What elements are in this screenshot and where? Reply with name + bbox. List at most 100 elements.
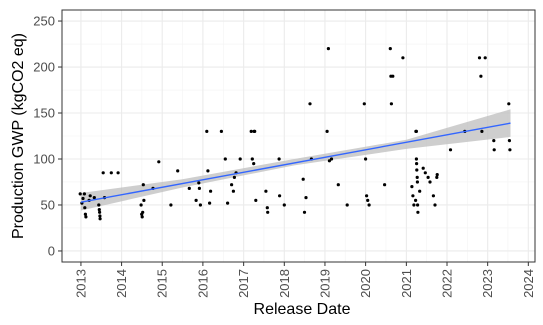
data-point bbox=[169, 203, 173, 207]
data-point bbox=[415, 180, 419, 184]
data-point bbox=[477, 56, 482, 60]
data-point bbox=[415, 168, 419, 172]
x-tick-label: 2024 bbox=[521, 269, 536, 298]
data-point bbox=[97, 203, 101, 207]
data-point bbox=[508, 148, 512, 152]
y-axis-label: Production GWP (kgCO2 eq) bbox=[10, 33, 27, 239]
data-point bbox=[277, 157, 281, 161]
data-point bbox=[507, 139, 511, 143]
x-tick-label: 2015 bbox=[155, 269, 170, 298]
data-point bbox=[414, 157, 418, 161]
data-point bbox=[410, 185, 414, 189]
data-point bbox=[412, 203, 416, 207]
data-point bbox=[109, 171, 113, 175]
data-point bbox=[418, 189, 422, 193]
data-point bbox=[82, 192, 86, 196]
data-point bbox=[435, 173, 439, 177]
data-point bbox=[250, 157, 254, 161]
confidence-band bbox=[80, 109, 511, 211]
data-point bbox=[282, 203, 286, 207]
trend-line bbox=[80, 122, 511, 203]
data-point bbox=[366, 198, 370, 202]
data-point bbox=[492, 148, 496, 152]
data-point bbox=[98, 214, 102, 218]
x-axis-label: Release Date bbox=[254, 301, 351, 318]
data-point bbox=[435, 175, 439, 179]
data-point bbox=[431, 194, 435, 198]
data-point bbox=[362, 102, 366, 106]
x-tick-label: 2017 bbox=[236, 269, 251, 298]
y-tick-label: 150 bbox=[33, 106, 55, 121]
data-point bbox=[206, 169, 210, 173]
data-point bbox=[479, 74, 483, 78]
data-point bbox=[345, 203, 349, 207]
data-point bbox=[81, 196, 85, 201]
data-point bbox=[208, 201, 212, 205]
data-point bbox=[301, 177, 305, 181]
data-point bbox=[414, 198, 418, 202]
y-tick-label: 100 bbox=[33, 151, 55, 166]
data-point bbox=[139, 203, 143, 207]
y-tick-label: 0 bbox=[48, 243, 55, 258]
data-point bbox=[176, 169, 180, 173]
data-point bbox=[84, 215, 88, 219]
data-point bbox=[326, 47, 330, 51]
data-point bbox=[507, 102, 511, 106]
data-point bbox=[197, 186, 201, 190]
data-point bbox=[194, 198, 198, 202]
data-point bbox=[83, 206, 87, 210]
panel-border bbox=[61, 9, 536, 263]
data-point bbox=[116, 171, 120, 175]
data-point bbox=[197, 181, 201, 185]
data-point bbox=[416, 210, 420, 214]
data-point bbox=[101, 171, 105, 175]
data-point bbox=[327, 159, 331, 163]
x-tick-label: 2022 bbox=[440, 269, 455, 298]
data-point bbox=[249, 129, 253, 133]
data-point bbox=[367, 203, 371, 207]
data-point bbox=[401, 56, 405, 60]
data-point bbox=[426, 175, 430, 179]
data-point bbox=[198, 203, 202, 207]
data-point bbox=[421, 166, 425, 170]
data-point bbox=[98, 210, 102, 214]
x-tick-label: 2018 bbox=[277, 269, 292, 298]
data-point bbox=[209, 189, 213, 193]
data-point bbox=[92, 196, 96, 200]
x-tick-label: 2023 bbox=[480, 269, 495, 298]
data-point bbox=[231, 189, 235, 193]
data-point bbox=[428, 180, 432, 184]
data-point bbox=[97, 208, 101, 212]
data-point bbox=[140, 215, 144, 219]
data-point bbox=[336, 183, 340, 187]
y-tick-label: 50 bbox=[41, 197, 55, 212]
data-point bbox=[78, 192, 82, 196]
x-tick-label: 2016 bbox=[195, 269, 210, 298]
data-point bbox=[157, 160, 161, 164]
data-point bbox=[325, 129, 329, 133]
data-point bbox=[232, 175, 236, 179]
data-point bbox=[141, 183, 145, 187]
data-point bbox=[223, 157, 227, 161]
x-tick-label: 2014 bbox=[114, 269, 129, 298]
data-point bbox=[98, 217, 102, 221]
data-point bbox=[423, 171, 427, 175]
data-point bbox=[389, 102, 393, 106]
data-point bbox=[230, 183, 234, 187]
data-point bbox=[383, 183, 387, 187]
data-point bbox=[415, 175, 419, 179]
data-point bbox=[238, 157, 242, 161]
data-point bbox=[302, 210, 307, 214]
data-point bbox=[205, 129, 209, 133]
data-point bbox=[83, 212, 87, 216]
data-point bbox=[416, 203, 420, 207]
data-point bbox=[364, 157, 368, 161]
x-tick-label: 2013 bbox=[73, 269, 88, 298]
data-point bbox=[253, 129, 257, 133]
data-point bbox=[254, 198, 258, 202]
data-point bbox=[304, 196, 308, 200]
x-tick-label: 2021 bbox=[399, 269, 414, 298]
data-point bbox=[414, 129, 418, 133]
data-point bbox=[265, 206, 269, 210]
